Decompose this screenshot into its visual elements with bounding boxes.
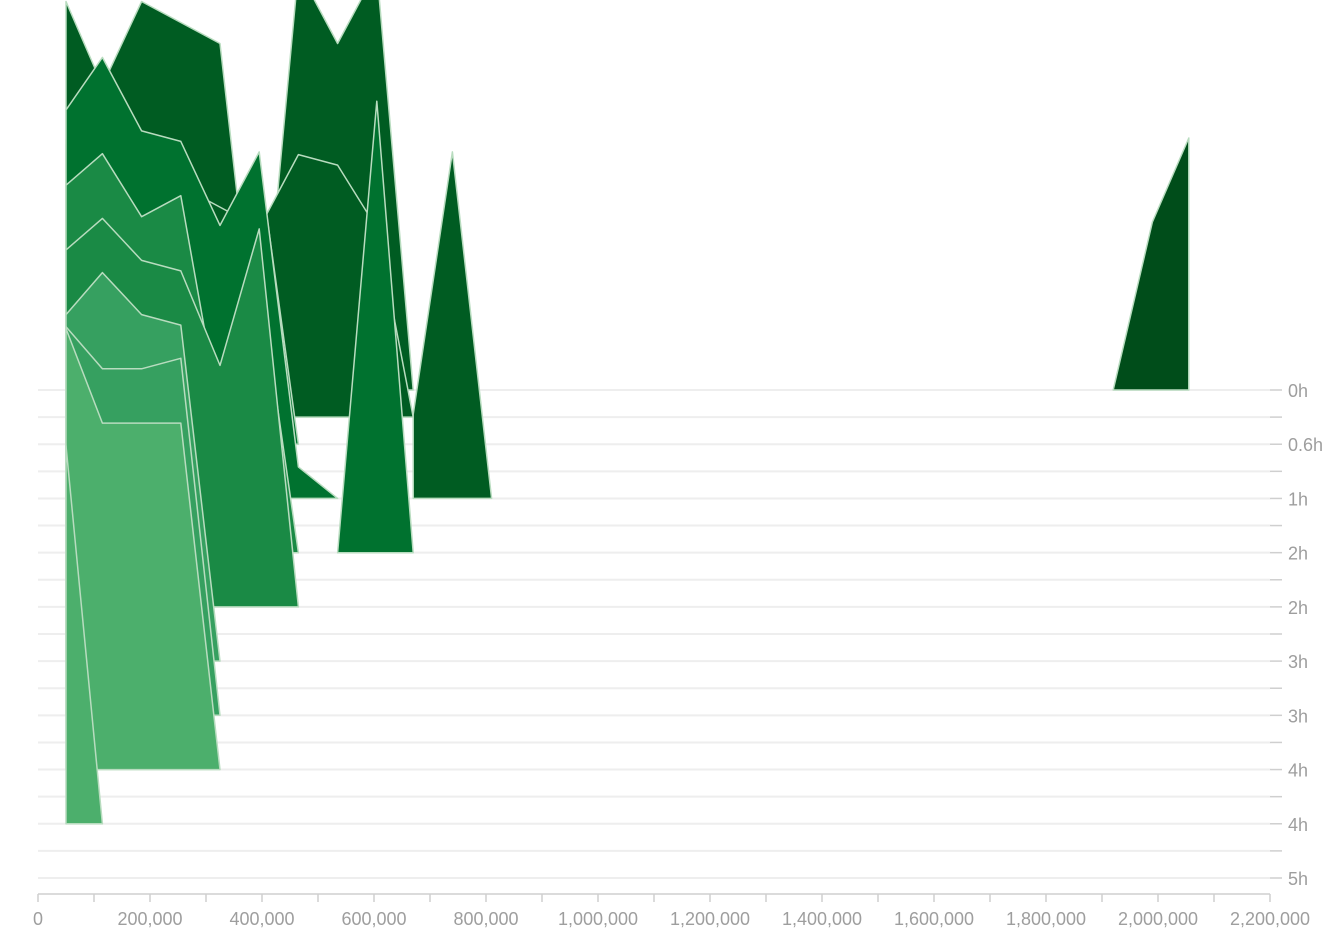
y-tick-label: 2h xyxy=(1288,544,1308,564)
y-tick-label: 0h xyxy=(1288,381,1308,401)
y-tick-label: 3h xyxy=(1288,652,1308,672)
ridge-series-7 xyxy=(412,151,493,500)
y-tick-label: 2h xyxy=(1288,598,1308,618)
x-tick-label: 1,600,000 xyxy=(894,909,974,929)
y-tick-label: 5h xyxy=(1288,869,1308,889)
ridge-series-6 xyxy=(336,100,414,554)
ridge-series-3 xyxy=(1112,137,1190,391)
y-tick-label: 0.6h xyxy=(1288,435,1323,455)
ridge-series-12 xyxy=(65,327,221,771)
x-tick-label: 0 xyxy=(33,909,43,929)
y-tick-label: 4h xyxy=(1288,815,1308,835)
x-axis: 0 200,000 400,000 600,000 800,000 1,000,000 1,… xyxy=(33,893,1310,929)
y-axis: 0h 0.6h 1h 2h 2h 3h 3h 4h 4h 5h xyxy=(1270,381,1323,889)
x-tick-label: 1,400,000 xyxy=(782,909,862,929)
x-tick-label: 400,000 xyxy=(229,909,294,929)
ridge-series-13 xyxy=(65,445,104,825)
x-tick-label: 200,000 xyxy=(117,909,182,929)
x-tick-label: 2,200,000 xyxy=(1230,909,1310,929)
ridgeline-series xyxy=(65,0,1190,825)
y-tick-label: 1h xyxy=(1288,489,1308,509)
y-tick-label: 4h xyxy=(1288,761,1308,781)
x-tick-label: 800,000 xyxy=(453,909,518,929)
x-tick-label: 2,000,000 xyxy=(1118,909,1198,929)
x-tick-label: 1,200,000 xyxy=(670,909,750,929)
x-tick-label: 1,800,000 xyxy=(1006,909,1086,929)
x-tick-label: 600,000 xyxy=(341,909,406,929)
x-tick-label: 1,000,000 xyxy=(558,909,638,929)
y-tick-label: 3h xyxy=(1288,706,1308,726)
